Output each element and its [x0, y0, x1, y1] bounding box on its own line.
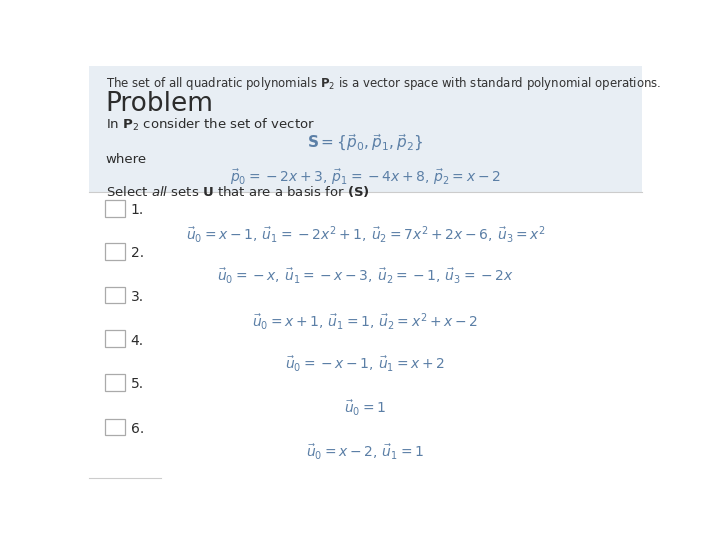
FancyBboxPatch shape — [105, 330, 125, 347]
Text: $\vec{u}_0 = -x,\, \vec{u}_1 = -x - 3,\, \vec{u}_2 = -1,\, \vec{u}_3 = -2x$: $\vec{u}_0 = -x,\, \vec{u}_1 = -x - 3,\,… — [217, 268, 514, 286]
FancyBboxPatch shape — [105, 374, 125, 391]
Text: 6.: 6. — [130, 422, 144, 436]
FancyBboxPatch shape — [105, 200, 125, 217]
FancyBboxPatch shape — [89, 66, 642, 192]
Text: Select $\mathit{all}$ sets $\mathbf{U}$ that are a basis for $\mathbf{(S)}$: Select $\mathit{all}$ sets $\mathbf{U}$ … — [106, 184, 369, 199]
Text: $\vec{u}_0 = -x - 1,\, \vec{u}_1 = x + 2$: $\vec{u}_0 = -x - 1,\, \vec{u}_1 = x + 2… — [285, 355, 446, 374]
Text: In $\mathbf{P}_2$ consider the set of vector: In $\mathbf{P}_2$ consider the set of ve… — [106, 117, 314, 133]
Text: $\vec{u}_0 = 1$: $\vec{u}_0 = 1$ — [344, 399, 386, 418]
FancyBboxPatch shape — [105, 419, 125, 436]
Text: where: where — [106, 152, 147, 165]
Text: Problem: Problem — [106, 91, 214, 117]
Text: The set of all quadratic polynomials $\mathbf{P}_2$ is a vector space with stand: The set of all quadratic polynomials $\m… — [106, 75, 661, 92]
Text: 4.: 4. — [130, 334, 144, 348]
Text: $\vec{p}_0 = -2x + 3,\, \vec{p}_1 = -4x + 8,\, \vec{p}_2 = x - 2$: $\vec{p}_0 = -2x + 3,\, \vec{p}_1 = -4x … — [230, 167, 501, 187]
FancyBboxPatch shape — [105, 287, 125, 304]
FancyBboxPatch shape — [105, 243, 125, 260]
Text: 2.: 2. — [130, 246, 144, 260]
Text: 5.: 5. — [130, 377, 144, 391]
Text: $\vec{u}_0 = x + 1,\, \vec{u}_1 = 1,\, \vec{u}_2 = x^2 + x - 2$: $\vec{u}_0 = x + 1,\, \vec{u}_1 = 1,\, \… — [252, 311, 478, 332]
Text: $\vec{u}_0 = x - 2,\, \vec{u}_1 = 1$: $\vec{u}_0 = x - 2,\, \vec{u}_1 = 1$ — [307, 443, 424, 462]
Text: 1.: 1. — [130, 204, 144, 217]
Text: 3.: 3. — [130, 290, 144, 304]
Text: $\mathbf{S} = \{\vec{p}_0, \vec{p}_1, \vec{p}_2\}$: $\mathbf{S} = \{\vec{p}_0, \vec{p}_1, \v… — [307, 133, 424, 153]
Text: $\vec{u}_0 = x - 1,\, \vec{u}_1 = -2x^2 + 1,\, \vec{u}_2 = 7x^2 + 2x - 6,\, \vec: $\vec{u}_0 = x - 1,\, \vec{u}_1 = -2x^2 … — [185, 224, 545, 245]
